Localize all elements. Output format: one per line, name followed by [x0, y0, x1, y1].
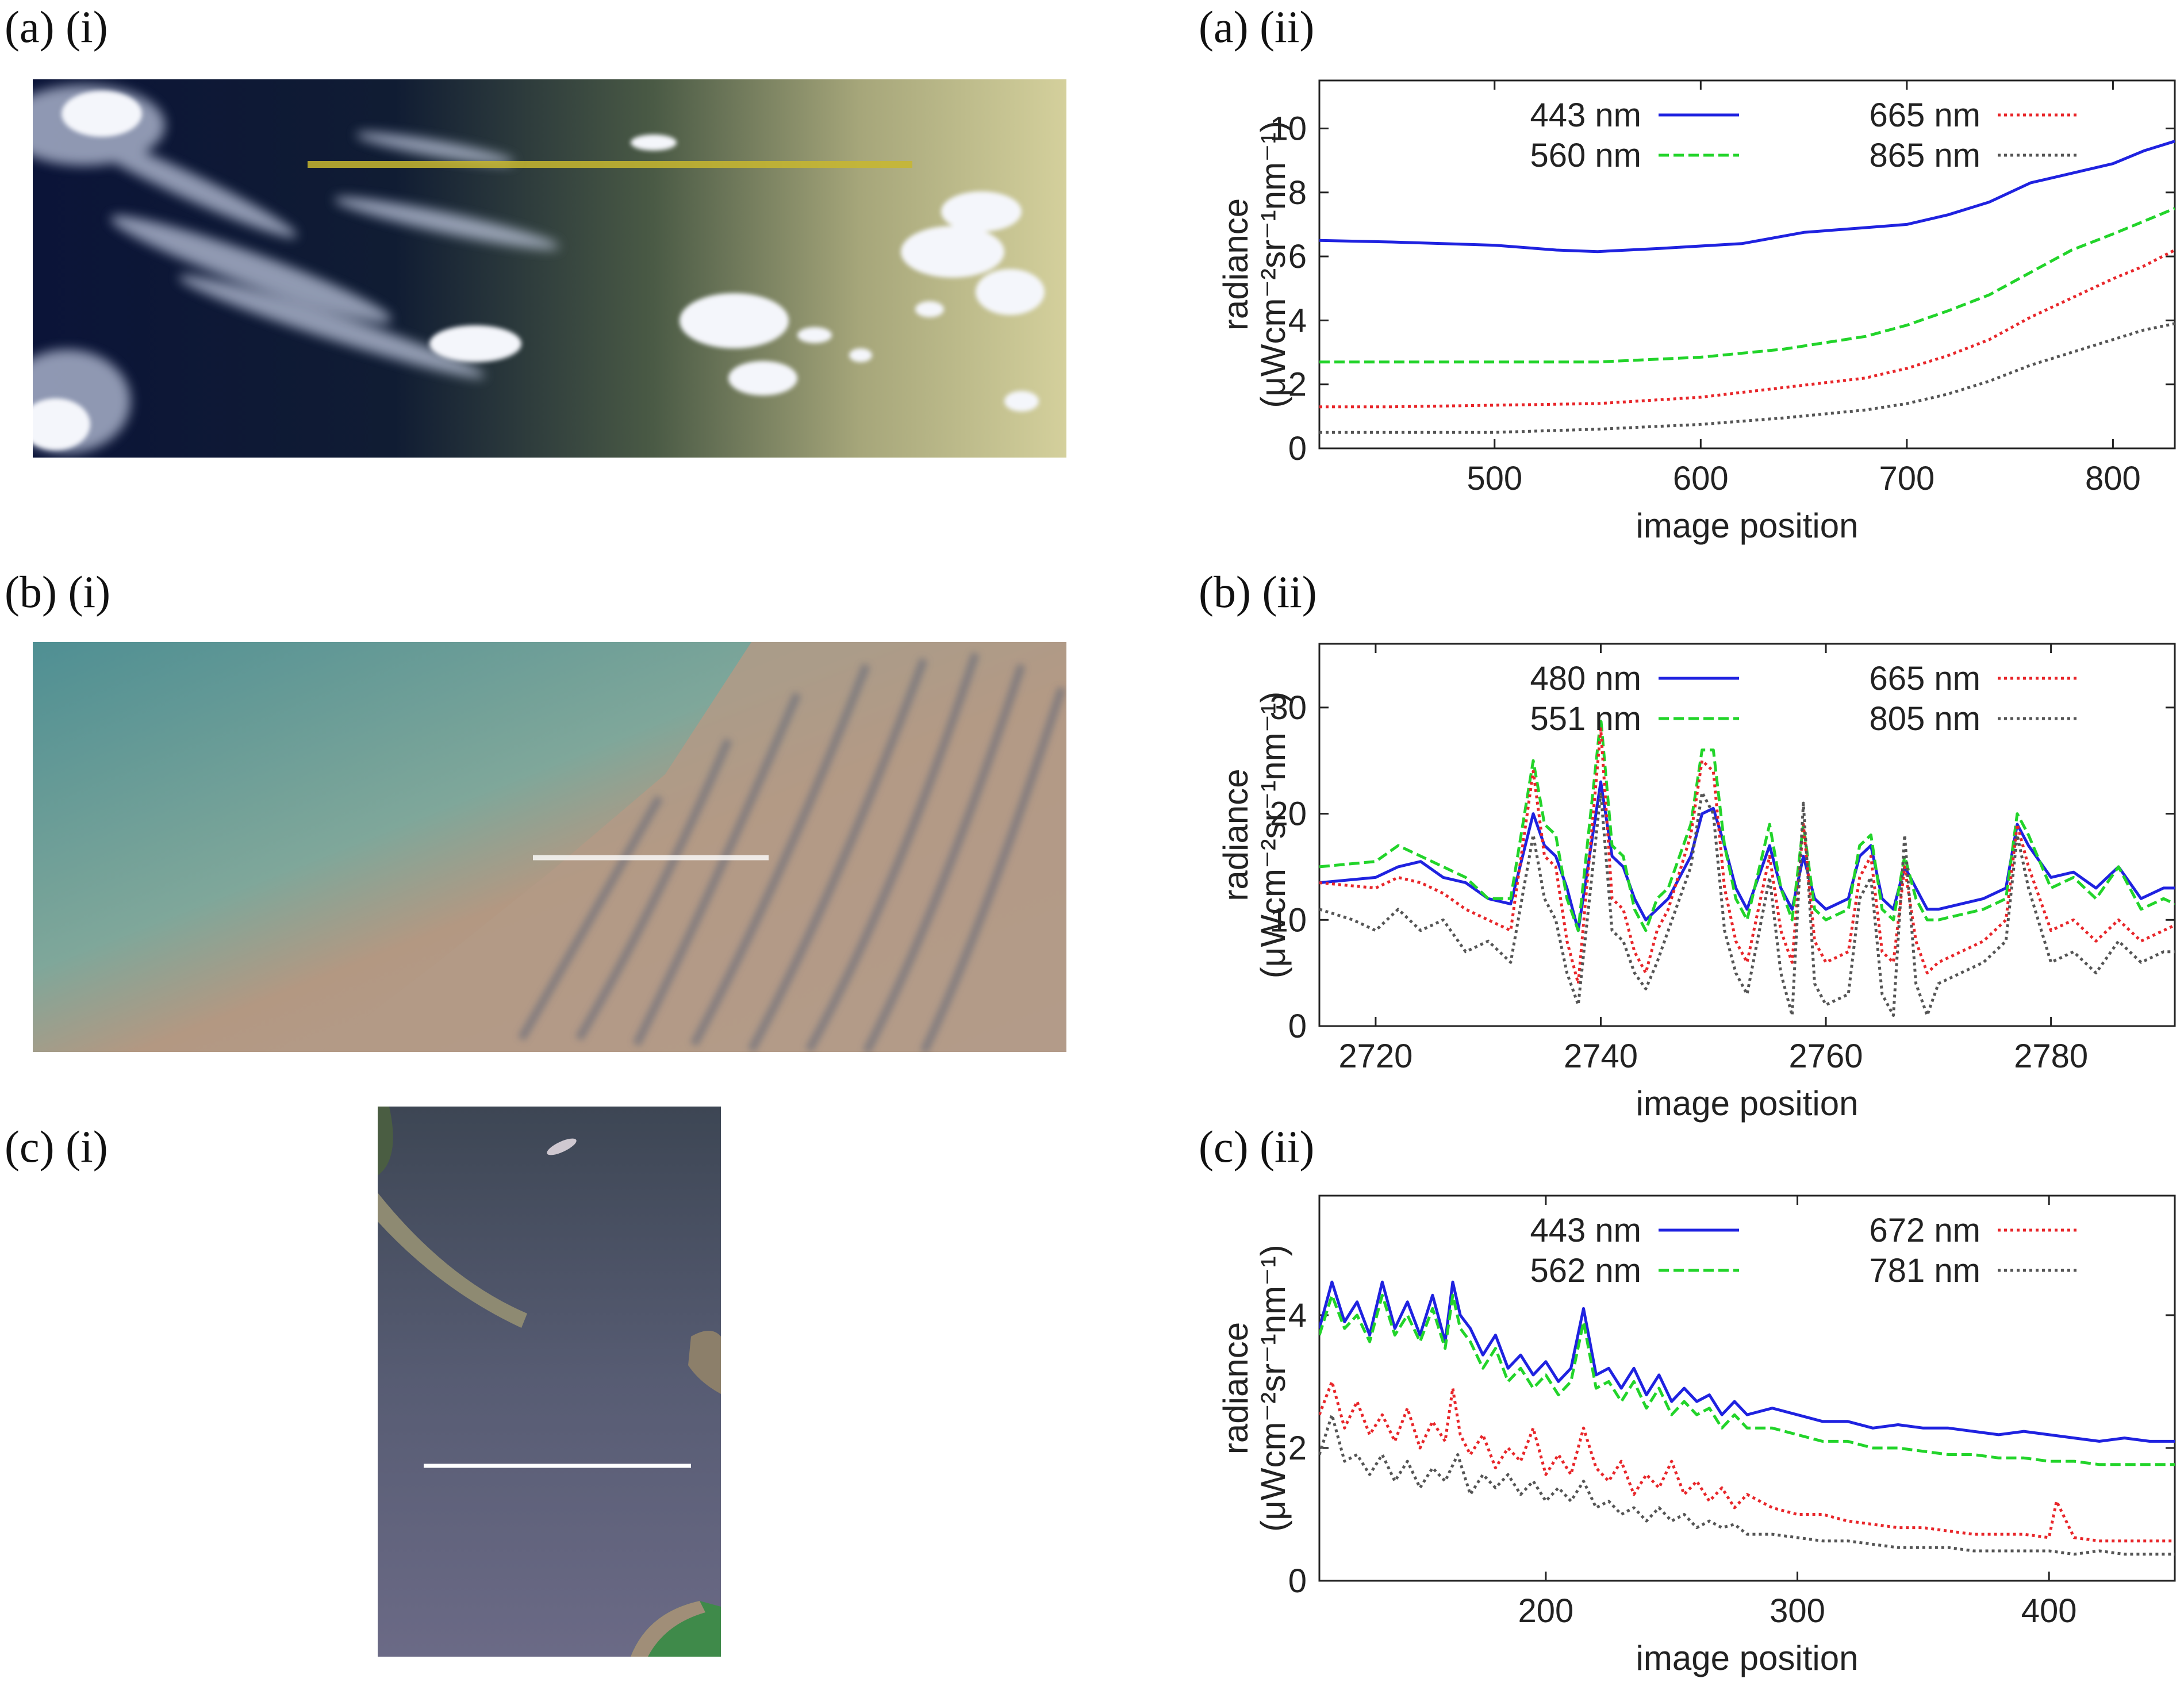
satellite-image-c	[378, 1107, 721, 1657]
satellite-image-a	[33, 79, 1066, 458]
x-tick-label: 2740	[1564, 1038, 1638, 1075]
x-tick-label: 800	[2085, 460, 2141, 497]
y-tick-label: 10	[1269, 901, 1307, 939]
legend-label: 665 nm	[1870, 97, 1980, 134]
chart-a: 500 600 700 800 0 2 4 6 8 10 image position radianc…	[1199, 69, 2184, 563]
series-group	[1319, 140, 2175, 434]
y-tick-label: 8	[1288, 174, 1307, 212]
y-tick-label: 2	[1288, 1430, 1307, 1467]
x-tick-label: 200	[1518, 1592, 1573, 1630]
y-tick-label: 30	[1269, 689, 1307, 727]
y-tick-label: 10	[1269, 110, 1307, 147]
y-axis-unit-label: (μWcm⁻²sr⁻¹nm⁻¹)	[1254, 692, 1292, 978]
x-tick-label: 2760	[1789, 1038, 1863, 1075]
series-line-443-nm	[1319, 1280, 2175, 1443]
plot-frame	[1318, 1194, 2176, 1582]
series-line-805-nm	[1319, 791, 2175, 1017]
series-line-865-nm	[1319, 322, 2175, 434]
x-axis-label: image position	[1636, 506, 1859, 545]
y-axis-label: radiance	[1216, 769, 1255, 901]
x-tick-label: 500	[1467, 460, 1522, 497]
panel-label-a-ii: (a) (ii)	[1199, 2, 1315, 52]
x-tick-label: 600	[1673, 460, 1729, 497]
legend-label: 672 nm	[1870, 1212, 1980, 1249]
y-axis-label: radiance	[1216, 198, 1255, 331]
legend-label: 480 nm	[1530, 660, 1641, 697]
series-line-560-nm	[1319, 207, 2175, 364]
x-axis-label: image position	[1636, 1639, 1859, 1677]
series-line-781-nm	[1319, 1413, 2175, 1556]
x-tick-label: 700	[1879, 460, 1934, 497]
y-tick-label: 4	[1288, 302, 1307, 339]
legend-label: 560 nm	[1530, 137, 1641, 174]
panel-label-c-i: (c) (i)	[5, 1121, 108, 1172]
x-tick-label: 400	[2021, 1592, 2077, 1630]
chart-c-svg: 200 300 400 0 2 4 image position radiance(μWcm⁻…	[1216, 1194, 2176, 1677]
x-tick-label: 2720	[1338, 1038, 1413, 1075]
x-tick-label: 300	[1770, 1592, 1825, 1630]
y-tick-label: 6	[1288, 238, 1307, 275]
plot-frame	[1318, 79, 2176, 450]
chart-b-svg: 2720 2740 2760 2780 0 10 20 30 image position rad…	[1216, 643, 2176, 1123]
series-line-562-nm	[1319, 1293, 2175, 1466]
panel-label-c-ii: (c) (ii)	[1199, 1121, 1315, 1172]
y-tick-label: 4	[1288, 1297, 1307, 1334]
chart-c: 200 300 400 0 2 4 image position radiance (μWcm⁻…	[1199, 1184, 2184, 1690]
satellite-image-b	[33, 642, 1066, 1052]
series-line-551-nm	[1319, 716, 2175, 932]
panel-label-b-ii: (b) (ii)	[1199, 567, 1317, 617]
panel-label-b-i: (b) (i)	[5, 567, 111, 617]
y-axis-label: radiance	[1216, 1322, 1255, 1454]
legend-label: 562 nm	[1530, 1252, 1641, 1289]
y-axis-unit-label: (μWcm⁻²sr⁻¹nm⁻¹)	[1254, 121, 1292, 408]
y-tick-label: 20	[1269, 796, 1307, 833]
y-tick-label: 0	[1288, 1008, 1307, 1045]
series-line-665-nm	[1319, 727, 2175, 985]
legend-label: 443 nm	[1530, 1212, 1641, 1249]
x-tick-label: 2780	[2014, 1038, 2088, 1075]
plot-frame	[1318, 643, 2176, 1027]
series-group	[1319, 1280, 2175, 1556]
y-tick-label: 0	[1288, 430, 1307, 467]
panel-label-a-i: (a) (i)	[5, 2, 108, 52]
legend-label: 805 nm	[1870, 700, 1980, 738]
series-line-443-nm	[1319, 140, 2175, 254]
legend-label: 443 nm	[1530, 97, 1641, 134]
legend-label: 865 nm	[1870, 137, 1980, 174]
y-axis-unit-label: (μWcm⁻²sr⁻¹nm⁻¹)	[1254, 1245, 1292, 1531]
y-tick-label: 0	[1288, 1562, 1307, 1600]
series-line-480-nm	[1319, 780, 2175, 932]
chart-a-svg: 500 600 700 800 0 2 4 6 8 10 image position radianc…	[1216, 79, 2176, 545]
legend-label: 665 nm	[1870, 660, 1980, 697]
chart-b: 2720 2740 2760 2780 0 10 20 30 image position rad…	[1199, 629, 2184, 1135]
y-tick-label: 2	[1288, 366, 1307, 404]
series-line-672-nm	[1319, 1380, 2175, 1543]
series-line-665-nm	[1319, 248, 2175, 409]
legend-label: 781 nm	[1870, 1252, 1980, 1289]
x-axis-label: image position	[1636, 1084, 1859, 1123]
legend-label: 551 nm	[1530, 700, 1641, 738]
series-group	[1319, 716, 2175, 1017]
